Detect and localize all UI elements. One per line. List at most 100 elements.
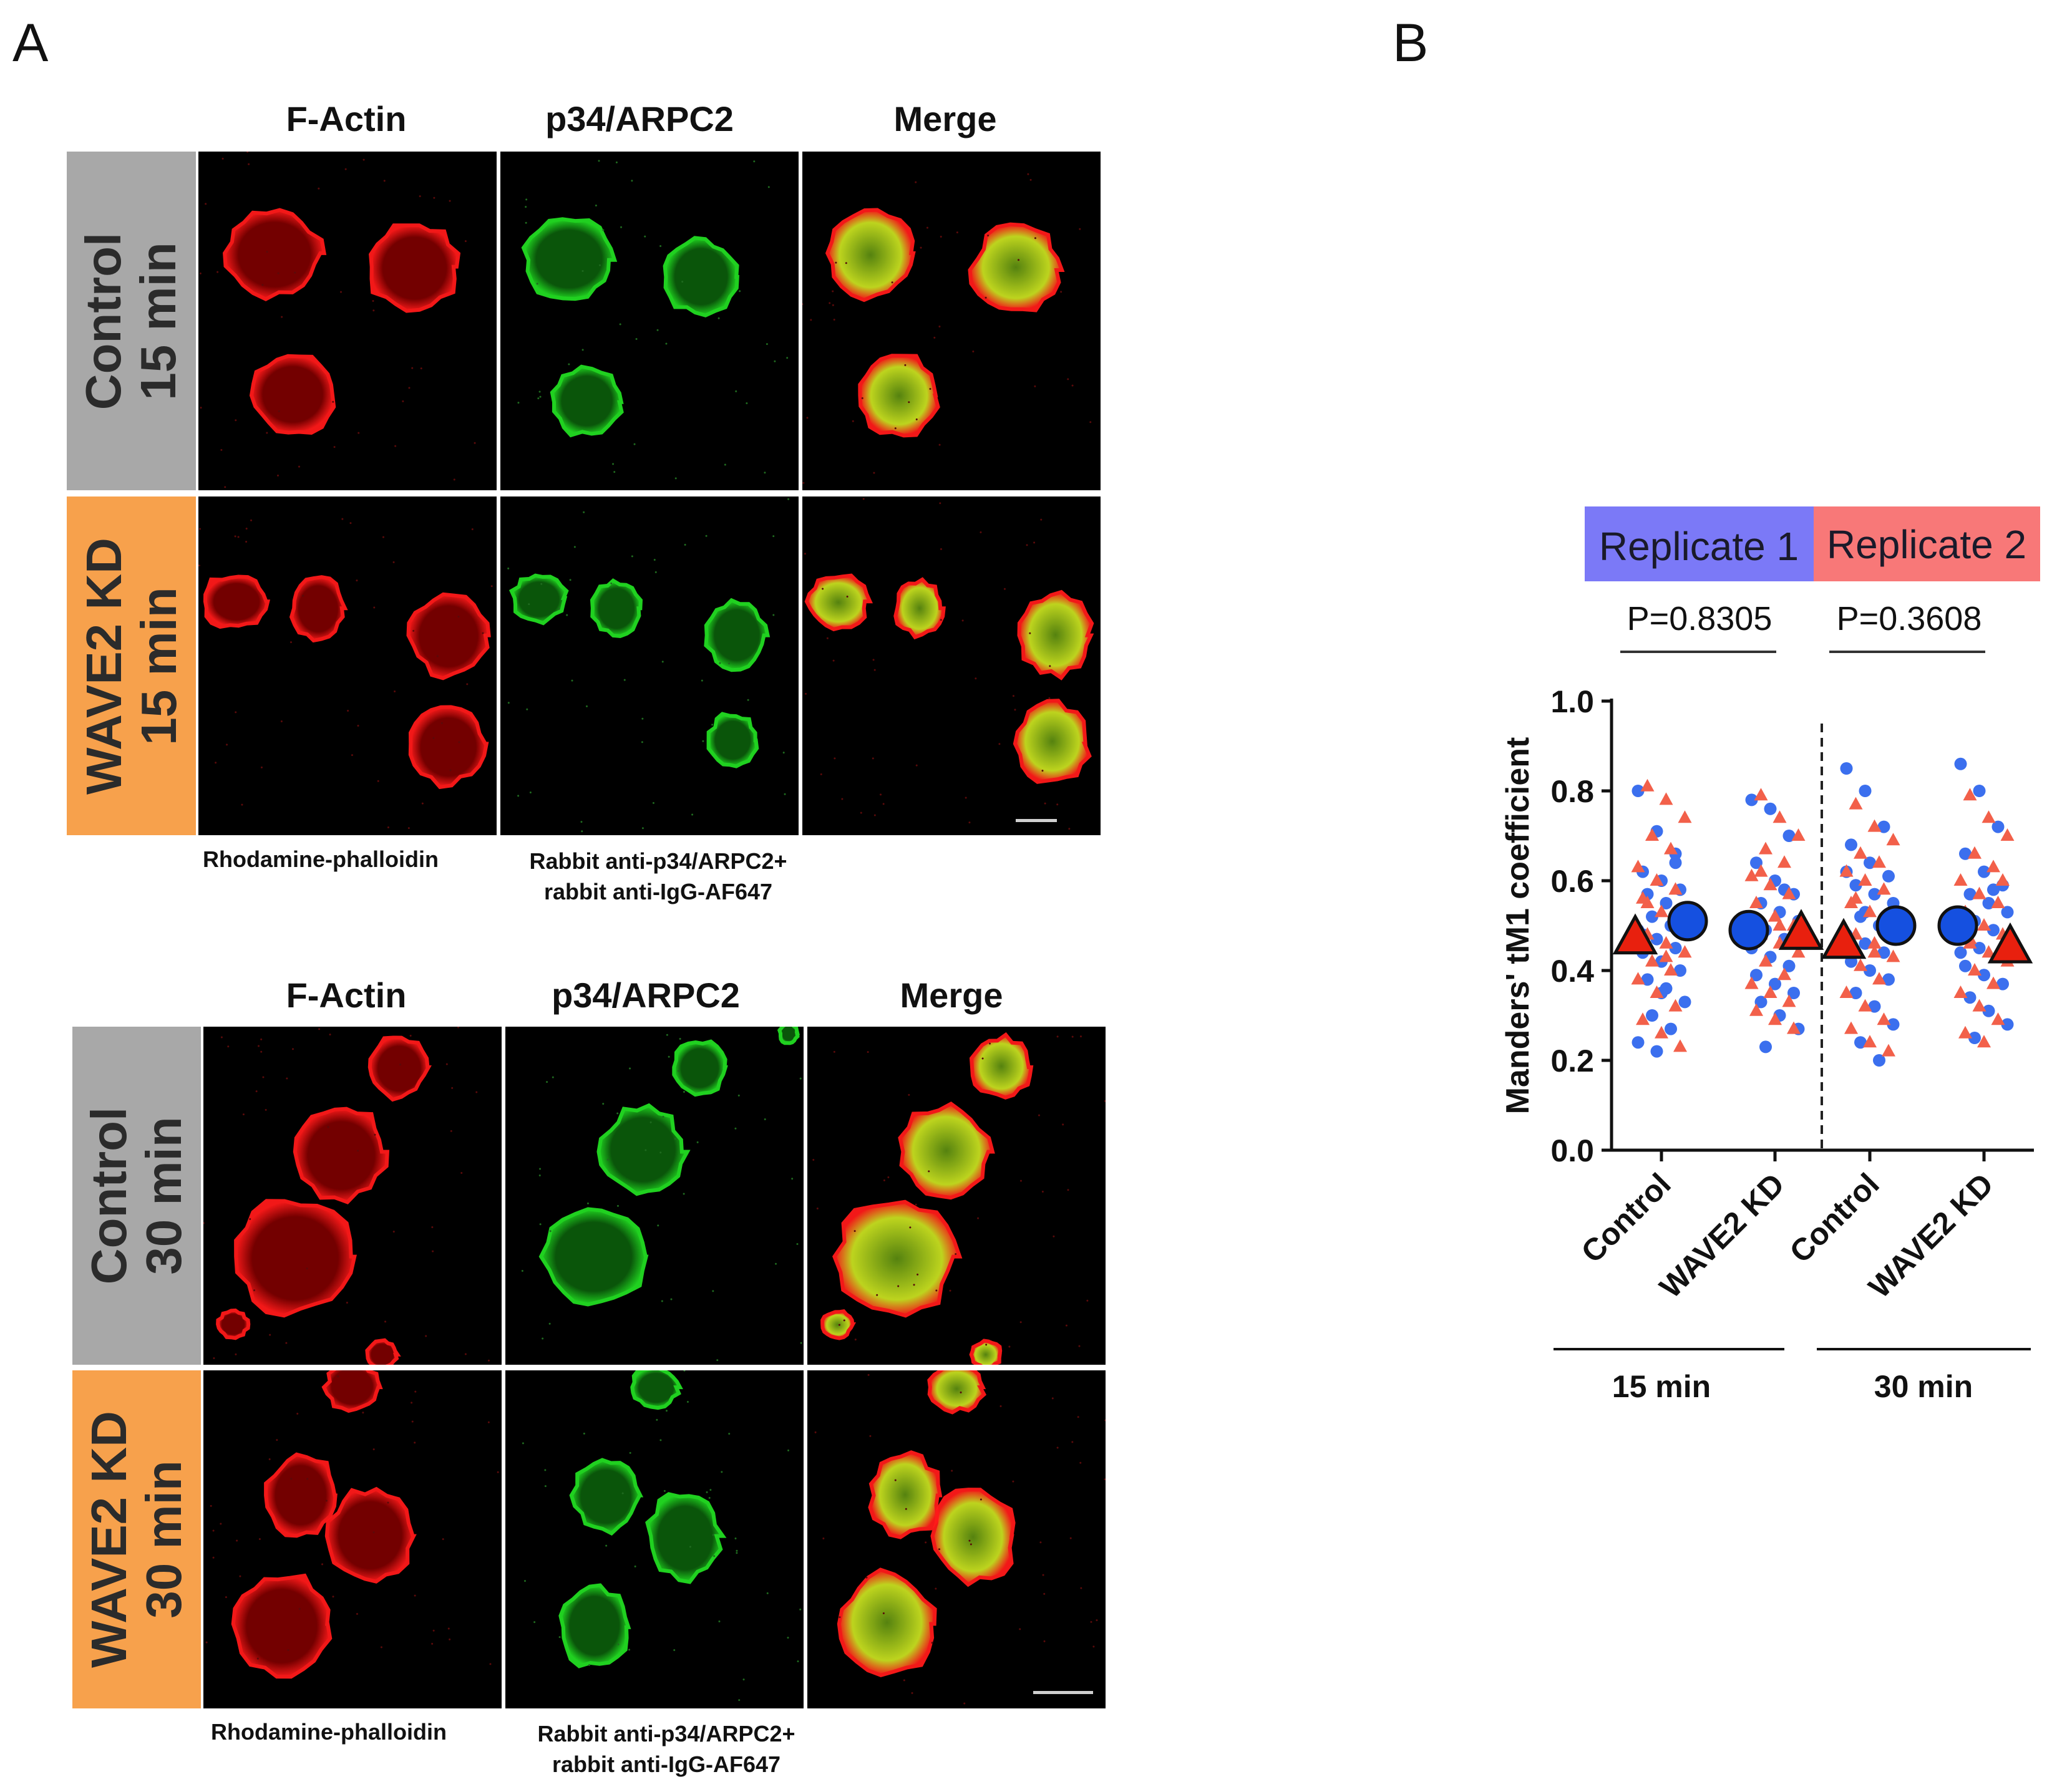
- noise-speck: [832, 290, 834, 293]
- noise-speck: [1080, 1587, 1082, 1589]
- noise-speck: [1086, 1299, 1089, 1302]
- data-point-replicate-2: [1673, 1039, 1687, 1052]
- noise-speck: [258, 1045, 260, 1047]
- noise-speck: [873, 814, 876, 816]
- noise-speck: [533, 1621, 536, 1624]
- data-point-replicate-1: [1669, 856, 1682, 869]
- data-point-replicate-1: [1750, 856, 1763, 869]
- noise-speck: [843, 1319, 845, 1322]
- noise-speck: [294, 271, 296, 274]
- data-point-replicate-2: [1754, 788, 1768, 801]
- noise-speck: [425, 1335, 427, 1337]
- cell-shape: [706, 712, 759, 768]
- noise-speck: [464, 240, 467, 243]
- noise-speck: [507, 567, 510, 569]
- noise-speck: [598, 264, 601, 266]
- noise-speck: [610, 582, 613, 584]
- noise-speck: [374, 1133, 376, 1136]
- data-point-replicate-1: [1887, 1018, 1900, 1031]
- noise-speck: [235, 711, 237, 714]
- noise-speck: [571, 679, 573, 682]
- noise-speck: [1071, 1441, 1074, 1443]
- micrograph-arpc2-control-15: [500, 152, 799, 490]
- noise-speck: [525, 206, 527, 208]
- noise-speck: [546, 1081, 548, 1083]
- noise-speck: [392, 561, 395, 563]
- noise-speck: [791, 1178, 794, 1180]
- noise-speck: [212, 1556, 215, 1559]
- noise-speck: [673, 1649, 676, 1652]
- noise-speck: [653, 559, 656, 561]
- noise-speck: [822, 588, 824, 590]
- noise-speck: [245, 527, 248, 530]
- noise-speck: [340, 291, 343, 293]
- data-point-replicate-2: [1986, 976, 2000, 989]
- cell-shape: [837, 1567, 937, 1677]
- noise-speck: [536, 283, 538, 285]
- noise-speck: [540, 583, 543, 585]
- noise-speck: [602, 1103, 605, 1105]
- noise-speck: [1043, 1640, 1046, 1642]
- noise-speck: [980, 1498, 982, 1501]
- noise-speck: [915, 418, 918, 420]
- scale-bar-1: [1016, 819, 1057, 822]
- col-head-merge-2: Merge: [900, 976, 1003, 1015]
- noise-speck: [933, 336, 936, 339]
- cell-shape: [550, 364, 624, 438]
- data-point-replicate-2: [1986, 860, 2000, 873]
- noise-speck: [372, 300, 374, 303]
- data-point-replicate-2: [1953, 873, 1968, 886]
- x-tick-label: WAVE2 KD: [1862, 1166, 2000, 1305]
- micrograph-merge-control-30: [807, 1027, 1106, 1365]
- noise-speck: [709, 1489, 712, 1491]
- noise-speck: [882, 1612, 885, 1615]
- data-point-replicate-1: [1650, 932, 1663, 946]
- noise-speck: [198, 564, 200, 567]
- noise-speck: [935, 1289, 938, 1292]
- noise-speck: [662, 1115, 664, 1118]
- data-point-replicate-2: [1886, 833, 1900, 846]
- noise-speck: [805, 692, 807, 695]
- noise-speck: [289, 641, 292, 644]
- micrograph-canvas: [507, 498, 790, 833]
- data-point-replicate-2: [1839, 864, 1854, 877]
- noise-speck: [583, 511, 585, 513]
- noise-speck: [802, 303, 804, 306]
- noise-speck: [302, 594, 304, 597]
- noise-speck: [1019, 1321, 1022, 1324]
- cell-shape: [264, 1452, 338, 1538]
- noise-speck: [372, 1531, 375, 1534]
- noise-speck: [1090, 1620, 1092, 1623]
- noise-speck: [525, 198, 528, 201]
- noise-speck: [442, 1538, 444, 1541]
- noise-speck: [255, 1090, 258, 1093]
- data-point-replicate-2: [1867, 819, 1882, 832]
- noise-speck: [772, 614, 775, 616]
- noise-speck: [865, 1576, 868, 1579]
- noise-speck: [915, 181, 917, 183]
- data-point-replicate-1: [1665, 1022, 1677, 1035]
- noise-speck: [542, 1337, 544, 1340]
- legend-replicate-2-label: Replicate 2: [1827, 522, 2026, 567]
- noise-speck: [341, 518, 344, 520]
- noise-speck: [414, 1594, 416, 1597]
- noise-speck: [1053, 1235, 1055, 1237]
- noise-speck: [377, 780, 379, 782]
- noise-speck: [588, 1664, 591, 1667]
- micrograph-canvas: [205, 1370, 499, 1679]
- noise-speck: [665, 1410, 668, 1412]
- noise-speck: [453, 478, 455, 481]
- data-point-replicate-1: [1963, 888, 1977, 901]
- noise-speck: [985, 296, 987, 299]
- y-tick-label: 0.0: [1550, 1133, 1594, 1168]
- data-point-replicate-2: [1867, 936, 1882, 949]
- cell-shape: [234, 1199, 357, 1318]
- noise-speck: [737, 1094, 740, 1097]
- noise-speck: [903, 1679, 905, 1682]
- noise-speck: [236, 1539, 238, 1542]
- data-point-replicate-2: [1872, 972, 1886, 985]
- cell-shape: [321, 1370, 383, 1413]
- data-point-replicate-2: [1863, 1035, 1877, 1048]
- noise-speck: [920, 246, 922, 249]
- noise-speck: [1019, 1628, 1021, 1630]
